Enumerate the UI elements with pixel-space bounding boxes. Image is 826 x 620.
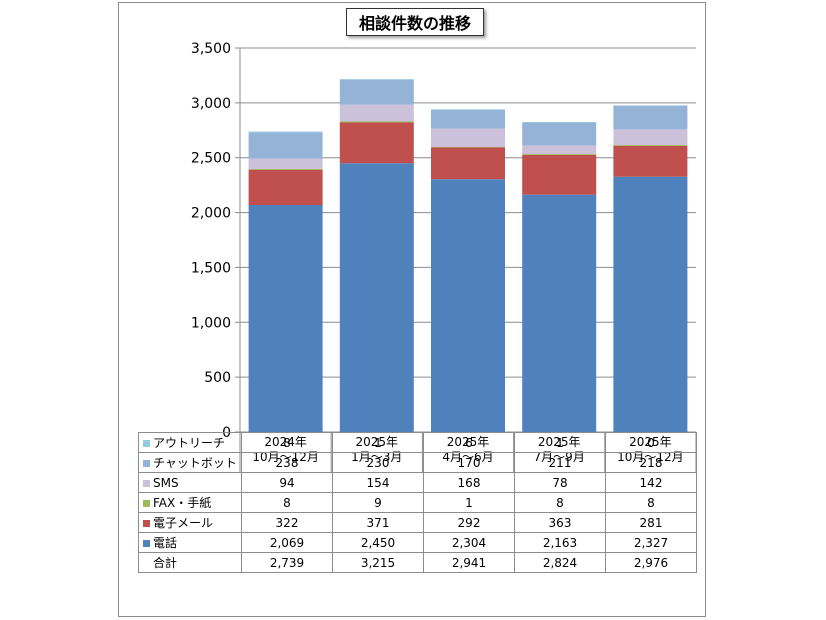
table-row: 電話 2,069 2,450 2,304 2,163 2,327 [138,532,697,553]
legend-swatch [143,520,150,527]
bar-segment [613,176,688,432]
y-tick-label: 1,500 [191,260,231,276]
data-label: 154 [332,472,424,493]
bar-segment [613,105,688,130]
data-label: 78 [514,472,606,493]
bar-segment [613,145,688,177]
data-label: 218 [605,452,697,473]
bar-segment [522,122,597,123]
bar-segment [522,153,597,155]
series-name: 電話 [153,536,178,550]
series-name: 電子メール [153,516,214,530]
data-label: 94 [241,472,333,493]
data-label: 2,304 [423,532,515,553]
y-tick-label: 1,000 [191,315,231,331]
data-label: 170 [423,452,515,473]
total-value: 3,215 [332,552,424,573]
bar-segment [522,194,597,432]
legend-entry: FAX・手紙 [138,492,242,513]
table-row: FAX・手紙 8 9 1 8 8 [138,492,697,513]
totals-label: 合計 [138,552,242,573]
bar-segment [431,147,505,148]
data-label: 238 [241,452,333,473]
bar-segment [431,109,505,110]
data-label: 9 [332,492,424,513]
legend-entry: チャットボット [138,452,242,473]
bar-segment [339,104,414,122]
data-label: 8 [241,492,333,513]
bar-segment [248,132,323,159]
totals-row: 合計 2,739 3,215 2,941 2,824 2,976 [138,552,697,573]
y-tick-label: 3,500 [191,41,231,57]
bar-segment [339,79,414,105]
data-label: 1 [423,492,515,513]
bar-segment [248,169,323,206]
y-tick-label: 3,000 [191,96,231,112]
bar-segment [431,147,505,180]
data-label: 2,163 [514,532,606,553]
series-name: チャットボット [153,456,237,470]
legend-entry: アウトリーチ [138,432,242,453]
table-row: アウトリーチ 8 1 6 1 0 [138,432,697,453]
legend-entry: 電子メール [138,512,242,533]
y-tick-label: 2,500 [191,151,231,167]
bar-segment [522,145,597,154]
y-tick-label: 500 [204,370,231,386]
bar-segment [248,205,323,432]
legend-swatch [143,500,150,507]
data-label: 1 [514,432,606,453]
legend-swatch [143,540,150,547]
data-label: 322 [241,512,333,533]
legend-entry: SMS [138,472,242,493]
series-name: SMS [153,475,179,490]
data-table: アウトリーチ 8 1 6 1 0 チャットボット 238 230 170 211 218 SMS 94 15… [138,432,697,573]
data-label: 230 [332,452,424,473]
series-name: FAX・手紙 [153,496,212,510]
data-label: 2,069 [241,532,333,553]
total-value: 2,739 [241,552,333,573]
data-label: 142 [605,472,697,493]
bar-segment [522,154,597,195]
data-label: 8 [241,432,333,453]
bar-segment [431,179,505,432]
y-tick-label: 2,000 [191,206,231,222]
legend-swatch [143,460,150,467]
data-label: 292 [423,512,515,533]
data-label: 8 [514,492,606,513]
data-label: 6 [423,432,515,453]
data-label: 168 [423,472,515,493]
bar-segment [613,129,688,145]
total-value: 2,941 [423,552,515,573]
table-row: SMS 94 154 168 78 142 [138,472,697,493]
bar-segment [339,121,414,123]
bar-segment [431,109,505,129]
bar-segment [339,163,414,432]
bar-segment [613,144,688,146]
data-label: 211 [514,452,606,473]
total-value: 2,976 [605,552,697,573]
data-label: 0 [605,432,697,453]
table-row: チャットボット 238 230 170 211 218 [138,452,697,473]
legend-entry: 電話 [138,532,242,553]
series-name: アウトリーチ [153,436,226,450]
data-label: 8 [605,492,697,513]
table-row: 電子メール 322 371 292 363 281 [138,512,697,533]
data-label: 1 [332,432,424,453]
bar-segment [248,158,323,169]
bar-segment [248,131,323,133]
bar-segment [248,168,323,170]
data-label: 363 [514,512,606,533]
chart-title: 相談件数の推移 [346,8,484,36]
bar-segment [431,128,505,148]
legend-swatch [143,479,150,487]
data-label: 371 [332,512,424,533]
data-label: 281 [605,512,697,533]
total-value: 2,824 [514,552,606,573]
data-label: 2,327 [605,532,697,553]
bar-segment [339,79,414,80]
data-label: 2,450 [332,532,424,553]
bar-segment [339,122,414,164]
bar-segment [522,122,597,146]
legend-swatch [143,440,150,447]
